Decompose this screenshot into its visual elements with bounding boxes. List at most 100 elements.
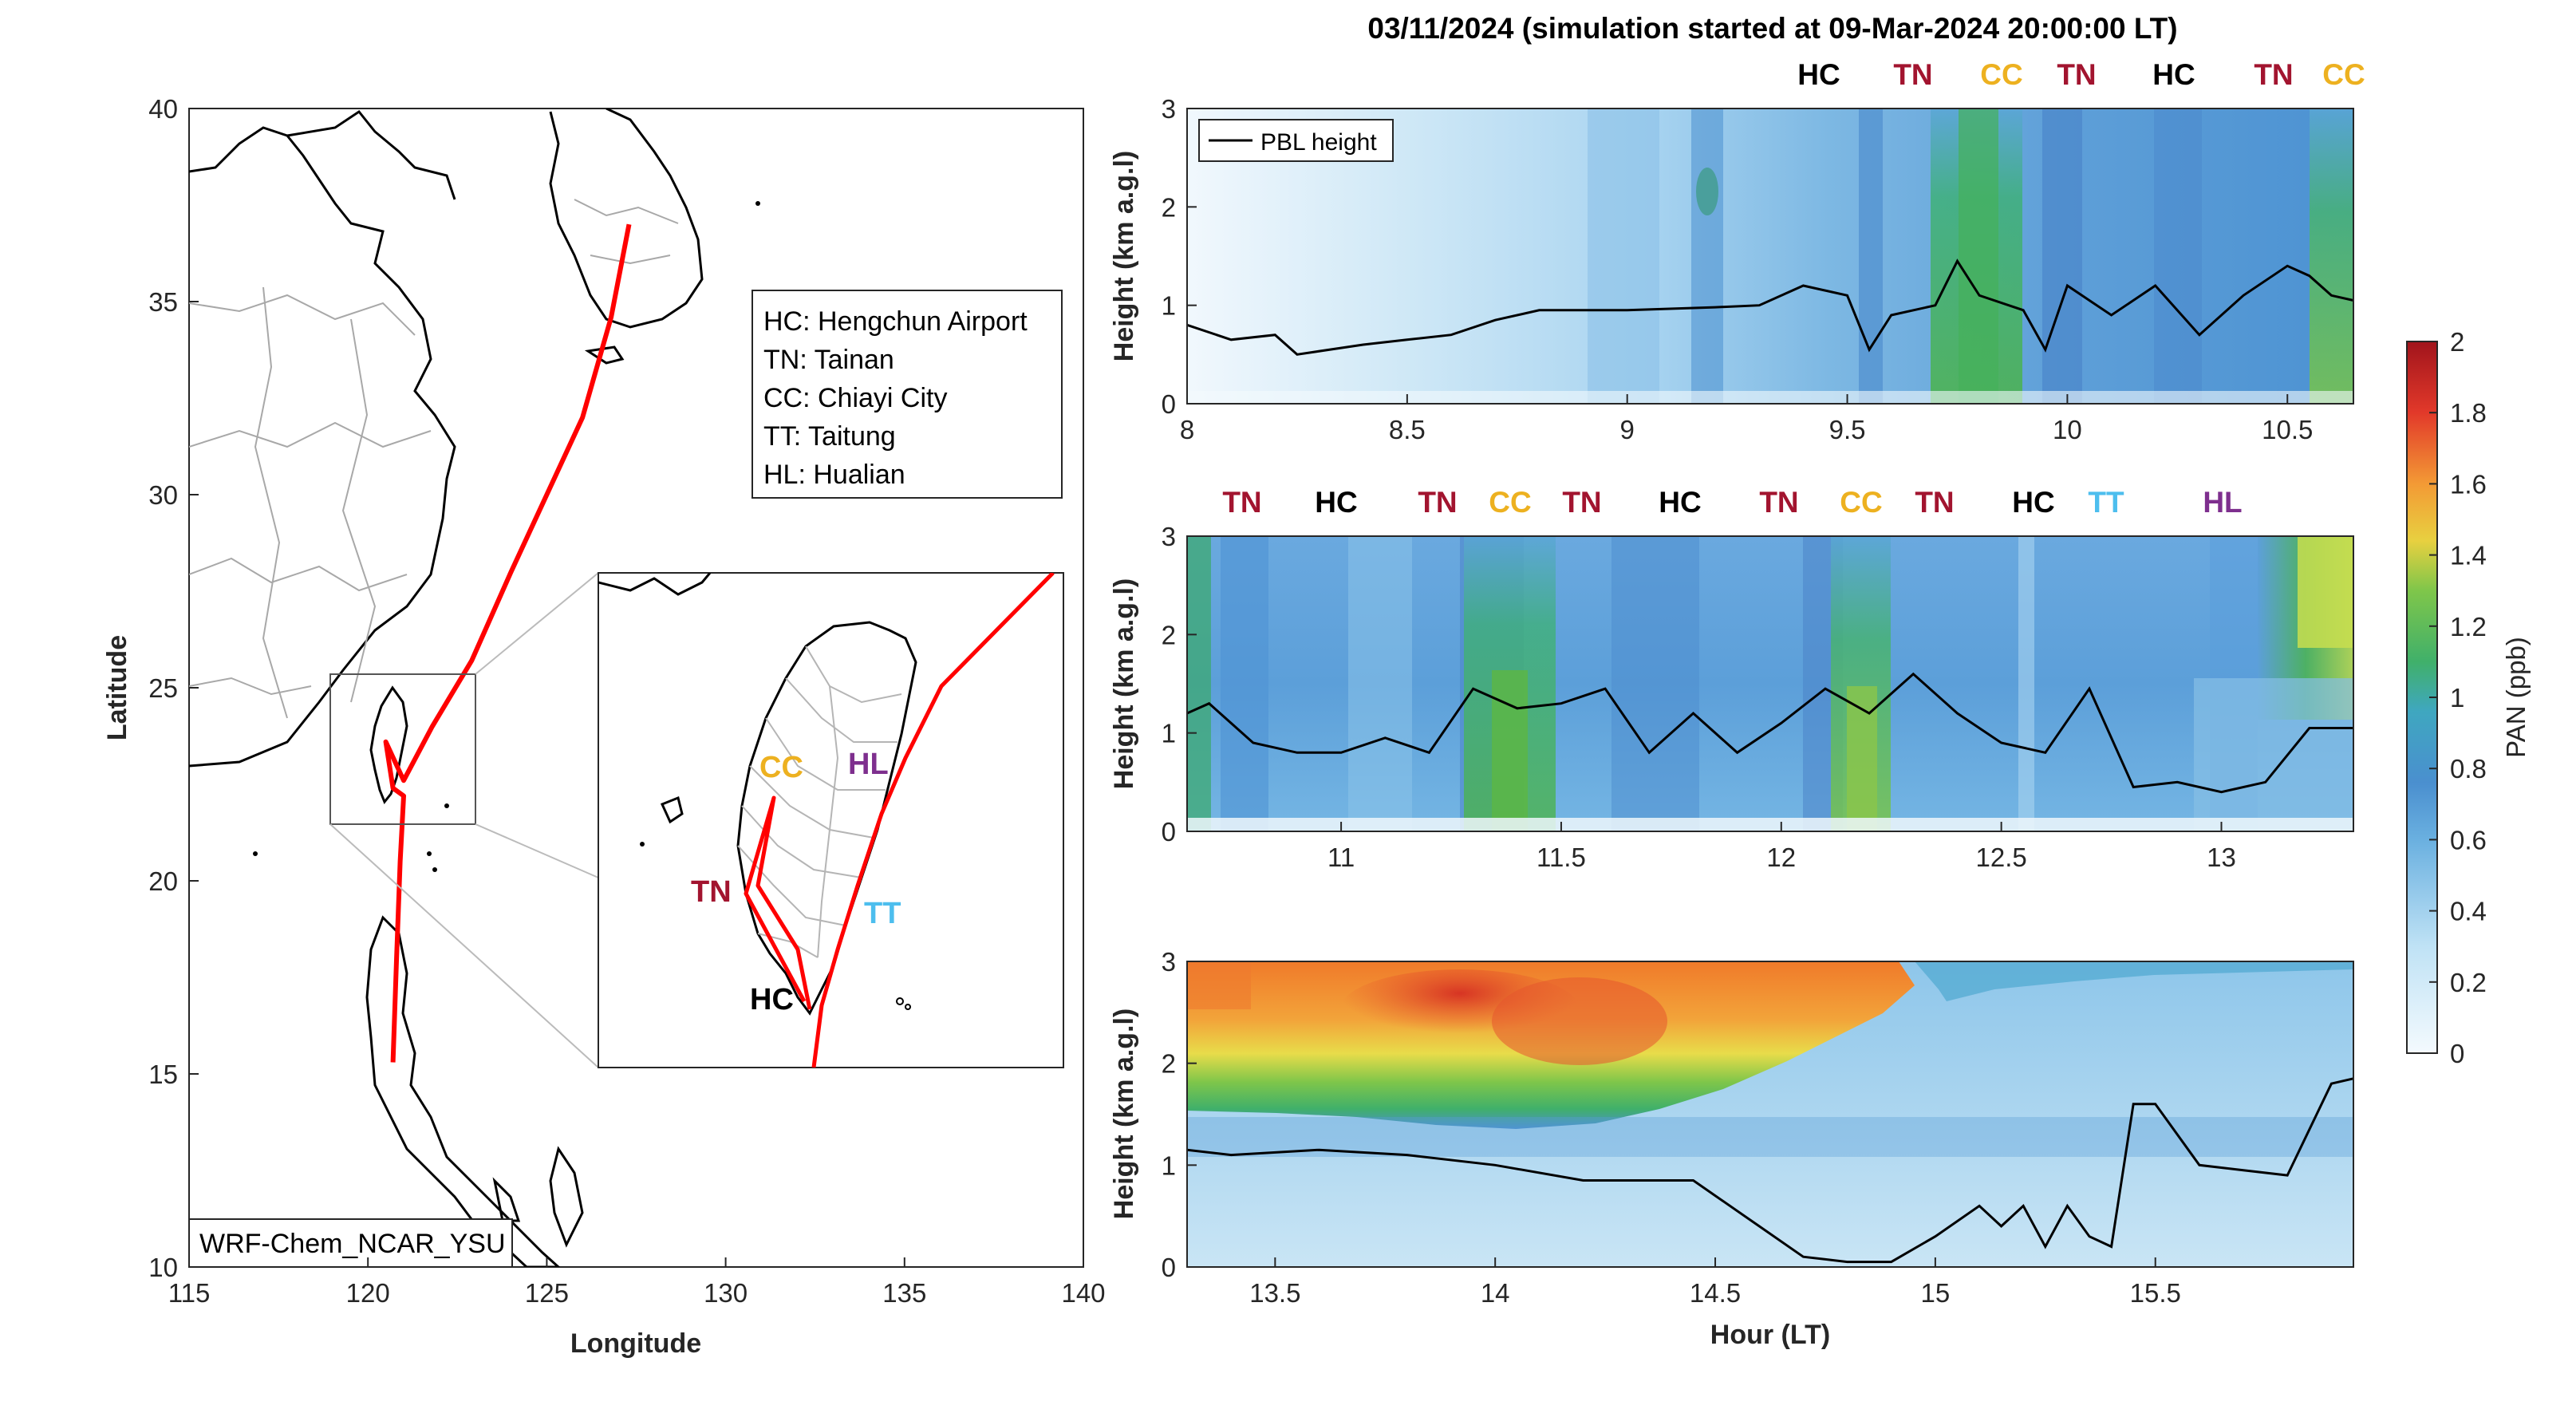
map-x-tick-label: 140 xyxy=(1061,1278,1105,1308)
bottom-x-ticks: 13.5 14 14.5 15 15.5 xyxy=(1249,1257,2181,1308)
site-label-hc: HC xyxy=(1797,58,1840,91)
heatmap-bottom: 13.5 14 14.5 15 15.5 0 1 2 3 Hour (LT) Height (… xyxy=(1109,947,2354,1350)
top-x-ticks: 8 8.5 9 9.5 10 10.5 xyxy=(1180,394,2313,444)
inset-label-hc: HC xyxy=(750,983,794,1016)
site-label-cc: CC xyxy=(1840,486,1882,519)
bottom-x-label: Hour (LT) xyxy=(1710,1320,1830,1350)
y-tick-label: 1 xyxy=(1162,719,1176,748)
site-label-tn: TN xyxy=(1893,58,1932,91)
middle-y-label: Height (km a.g.l) xyxy=(1109,578,1139,789)
x-tick-label: 12.5 xyxy=(1976,843,2027,872)
colorbar: 0 0.2 0.4 0.6 0.8 1 1.2 1.4 1.6 1.8 2 PAN (ppb) xyxy=(2406,327,2531,1068)
y-tick-label: 0 xyxy=(1162,1253,1176,1282)
colorbar-tick-label: 1.2 xyxy=(2450,612,2487,641)
top-site-labels: HC TN CC TN HC TN CC xyxy=(1797,58,2365,91)
colorbar-tick-label: 0.2 xyxy=(2450,968,2487,997)
y-tick-label: 2 xyxy=(1162,192,1176,222)
pbl-legend: PBL height xyxy=(1198,119,1394,162)
site-label-cc: CC xyxy=(2322,58,2365,91)
pbl-line-middle xyxy=(1186,672,2353,794)
legend-line-hl: HL: Hualian xyxy=(763,460,905,490)
y-tick-label: 1 xyxy=(1162,1151,1176,1180)
map-y-tick-label: 25 xyxy=(148,673,178,703)
map-y-tick-label: 15 xyxy=(148,1060,178,1089)
x-tick-label: 9 xyxy=(1620,415,1635,444)
y-tick-label: 2 xyxy=(1162,620,1176,649)
y-tick-label: 3 xyxy=(1162,947,1176,977)
legend-line-cc: CC: Chiayi City xyxy=(763,383,947,413)
map-x-tick-label: 125 xyxy=(525,1278,569,1308)
site-label-hc: HC xyxy=(2152,58,2195,91)
colorbar-ticks: 0 0.2 0.4 0.6 0.8 1 1.2 1.4 1.6 1.8 2 xyxy=(2429,327,2487,1068)
inset-label-hl: HL xyxy=(848,748,889,781)
top-y-label: Height (km a.g.l) xyxy=(1109,151,1139,361)
bottom-y-label: Height (km a.g.l) xyxy=(1109,1008,1139,1219)
map-x-tick-label: 115 xyxy=(168,1278,211,1308)
zoom-box xyxy=(329,673,476,825)
model-label: WRF-Chem_NCAR_YSU xyxy=(199,1229,506,1259)
map-x-ticks: 115 120 125 130 135 140 xyxy=(168,1257,1106,1308)
map-x-tick-label: 130 xyxy=(704,1278,748,1308)
map-y-tick-label: 40 xyxy=(148,94,178,124)
pbl-legend-label: PBL height xyxy=(1260,129,1377,156)
y-tick-label: 2 xyxy=(1162,1049,1176,1079)
map-x-tick-label: 120 xyxy=(346,1278,390,1308)
colorbar-tick-label: 0.8 xyxy=(2450,754,2487,783)
x-tick-label: 9.5 xyxy=(1829,415,1866,444)
x-tick-label: 11.5 xyxy=(1537,843,1586,872)
x-tick-label: 13 xyxy=(2207,843,2236,872)
colorbar-tick-label: 0.4 xyxy=(2450,897,2487,926)
x-tick-label: 13.5 xyxy=(1249,1278,1300,1308)
y-tick-label: 0 xyxy=(1162,389,1176,419)
x-tick-label: 15.5 xyxy=(2130,1278,2181,1308)
colorbar-tick-label: 1.4 xyxy=(2450,541,2487,570)
site-label-cc: CC xyxy=(1489,486,1531,519)
middle-y-ticks: 0 1 2 3 xyxy=(1162,522,1197,847)
y-tick-label: 0 xyxy=(1162,817,1176,847)
colorbar-tick-label: 1.8 xyxy=(2450,398,2487,428)
site-label-hc: HC xyxy=(2012,486,2054,519)
middle-site-labels: TN HC TN CC TN HC TN CC TN HC TT HL xyxy=(1222,486,2242,519)
site-label-hc: HC xyxy=(1659,486,1701,519)
x-tick-label: 8.5 xyxy=(1389,415,1426,444)
x-tick-label: 14 xyxy=(1481,1278,1510,1308)
map-y-tick-label: 35 xyxy=(148,287,178,317)
legend-line-tn: TN: Tainan xyxy=(763,345,894,375)
x-tick-label: 14.5 xyxy=(1690,1278,1741,1308)
site-label-tn: TN xyxy=(1222,486,1261,519)
site-label-cc: CC xyxy=(1980,58,2022,91)
inset-label-tt: TT xyxy=(864,897,901,930)
site-label-tn: TN xyxy=(1562,486,1601,519)
pbl-line-top xyxy=(1186,259,2354,356)
site-label-tn: TN xyxy=(1759,486,1798,519)
legend-line-hc: HC: Hengchun Airport xyxy=(763,306,1028,337)
map-y-ticks: 10 15 20 25 30 35 40 xyxy=(148,94,199,1282)
top-y-ticks: 0 1 2 3 xyxy=(1162,94,1197,419)
site-label-tn: TN xyxy=(1418,486,1457,519)
x-tick-label: 10 xyxy=(2053,415,2082,444)
taiwan-inset: CC HL TN TT HC xyxy=(598,572,1064,1068)
site-label-tt: TT xyxy=(2088,486,2124,519)
inset-label-tn: TN xyxy=(691,875,732,909)
x-tick-label: 8 xyxy=(1180,415,1194,444)
x-tick-label: 12 xyxy=(1766,843,1796,872)
colorbar-tick-label: 0 xyxy=(2450,1039,2464,1068)
site-label-tn: TN xyxy=(2057,58,2096,91)
x-tick-label: 10.5 xyxy=(2262,415,2313,444)
colorbar-tick-label: 1.6 xyxy=(2450,469,2487,499)
map-y-tick-label: 10 xyxy=(148,1253,178,1282)
site-label-tn: TN xyxy=(2254,58,2293,91)
colorbar-tick-label: 1 xyxy=(2450,683,2464,712)
coastlines xyxy=(189,109,760,1267)
y-tick-label: 3 xyxy=(1162,94,1176,124)
inset-label-cc: CC xyxy=(759,751,803,784)
map-x-tick-label: 135 xyxy=(882,1278,926,1308)
map-legend: HC: Hengchun Airport TN: Tainan CC: Chia… xyxy=(751,290,1063,499)
legend-line-tt: TT: Taitung xyxy=(763,421,896,452)
map-track-line xyxy=(383,223,632,1063)
middle-x-ticks: 11 11.5 12 12.5 13 xyxy=(1327,822,2236,872)
model-label-box: WRF-Chem_NCAR_YSU xyxy=(188,1218,513,1268)
